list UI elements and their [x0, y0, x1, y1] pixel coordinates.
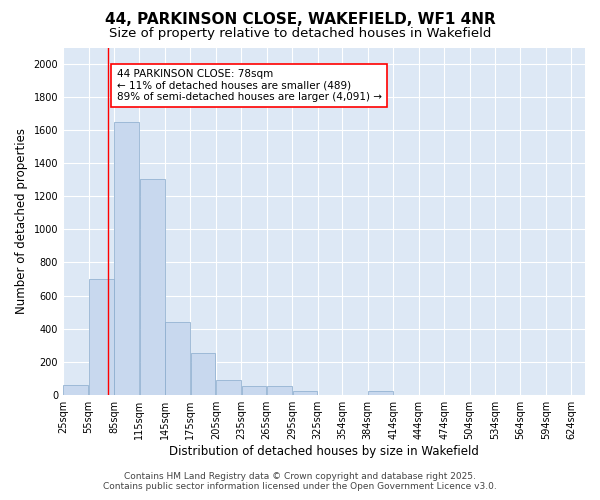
X-axis label: Distribution of detached houses by size in Wakefield: Distribution of detached houses by size … — [169, 444, 479, 458]
Bar — [89, 279, 113, 394]
Bar — [140, 179, 164, 394]
Bar — [165, 322, 190, 394]
Bar — [216, 380, 241, 394]
Bar — [267, 386, 292, 394]
Y-axis label: Number of detached properties: Number of detached properties — [15, 128, 28, 314]
Bar — [368, 392, 393, 394]
Bar — [64, 385, 88, 394]
Text: 44 PARKINSON CLOSE: 78sqm
← 11% of detached houses are smaller (489)
89% of semi: 44 PARKINSON CLOSE: 78sqm ← 11% of detac… — [116, 69, 382, 102]
Text: Contains HM Land Registry data © Crown copyright and database right 2025.
Contai: Contains HM Land Registry data © Crown c… — [103, 472, 497, 491]
Bar — [293, 390, 317, 394]
Bar — [242, 386, 266, 394]
Bar — [191, 352, 215, 395]
Bar — [115, 122, 139, 394]
Text: 44, PARKINSON CLOSE, WAKEFIELD, WF1 4NR: 44, PARKINSON CLOSE, WAKEFIELD, WF1 4NR — [104, 12, 496, 28]
Text: Size of property relative to detached houses in Wakefield: Size of property relative to detached ho… — [109, 28, 491, 40]
